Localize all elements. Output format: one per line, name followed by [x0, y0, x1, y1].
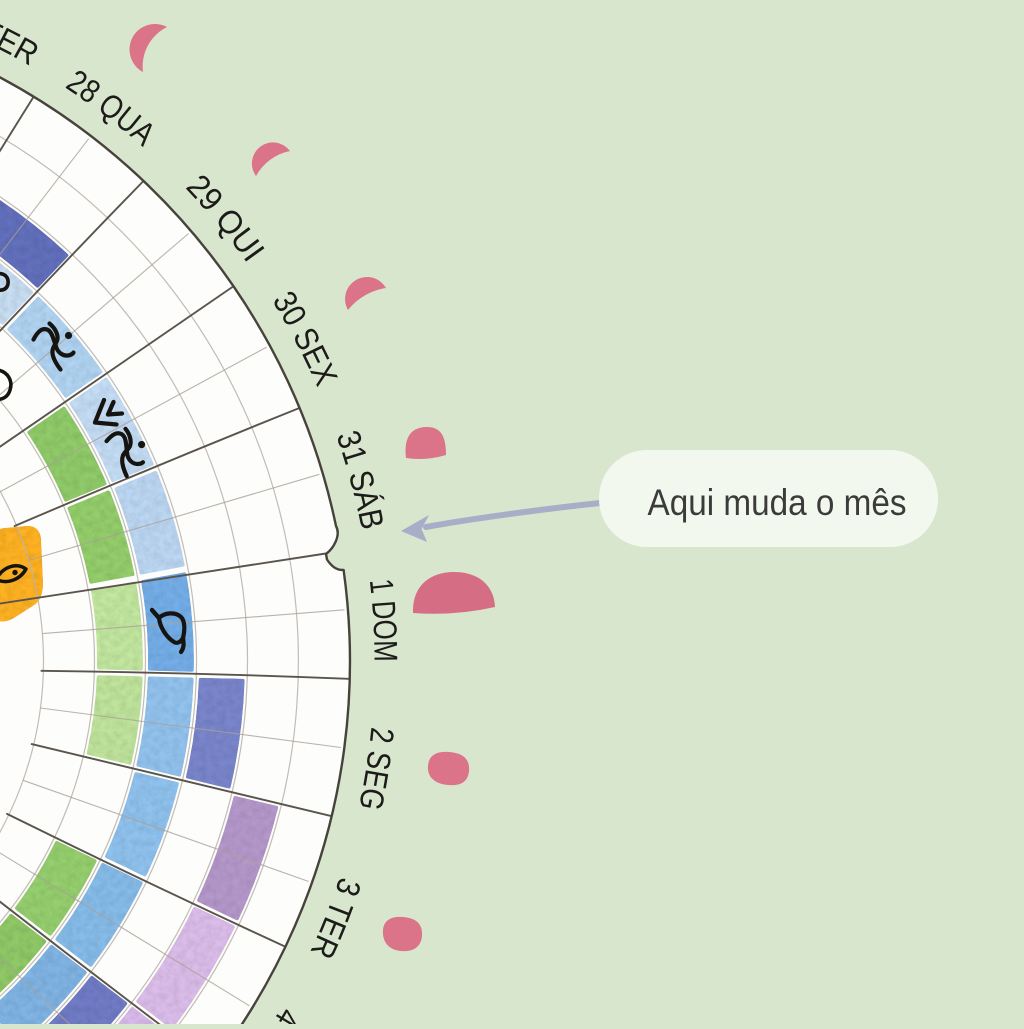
svg-text:1 DOM: 1 DOM — [363, 577, 405, 662]
svg-text:Aqui muda o mês: Aqui muda o mês — [648, 481, 907, 523]
